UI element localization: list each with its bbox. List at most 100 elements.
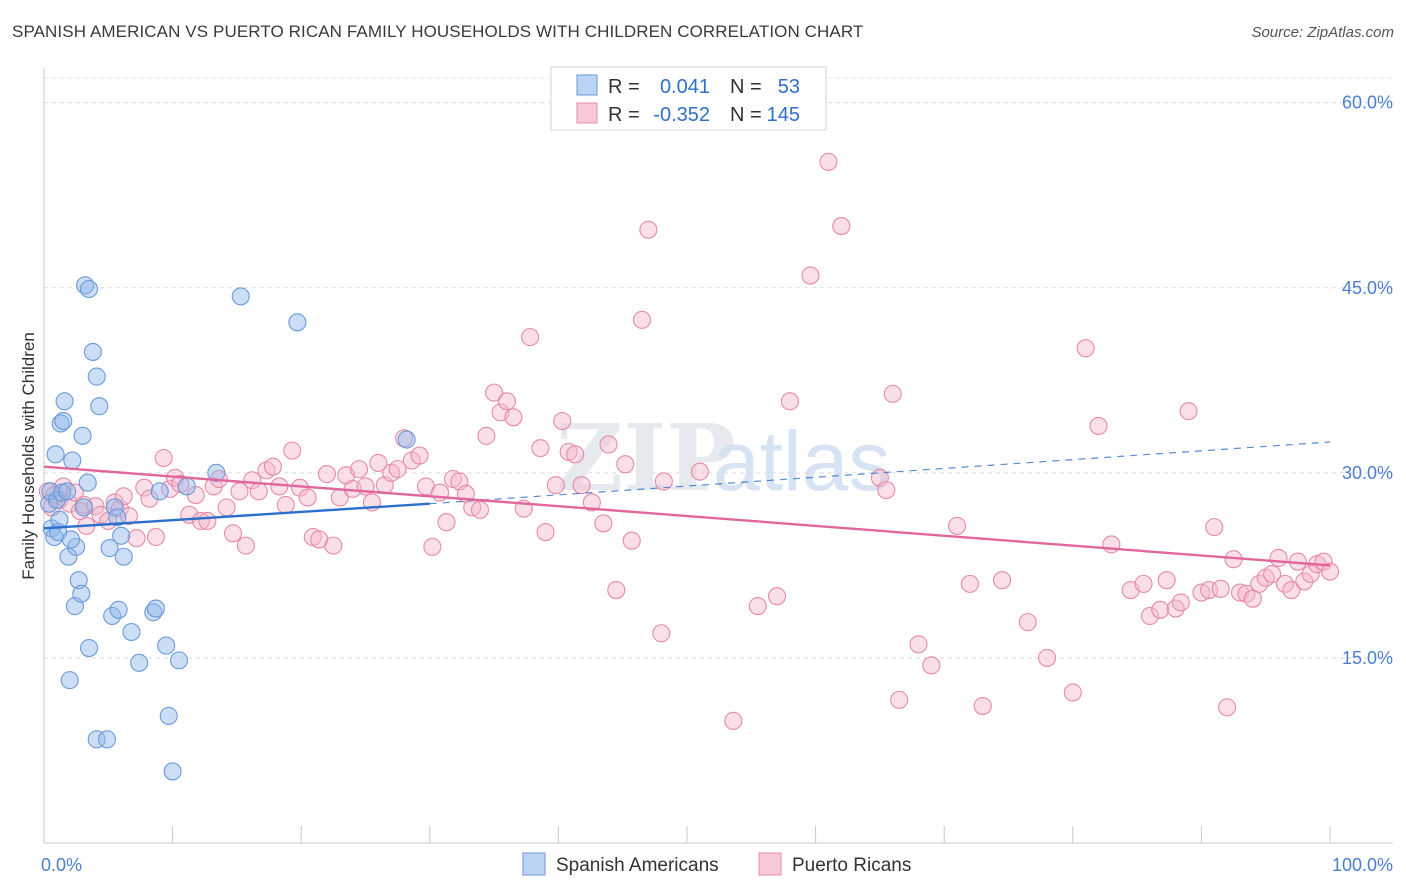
spanish-american-point-43 [159, 706, 178, 725]
puerto-rican-point-140 [1282, 581, 1301, 600]
puerto-rican-point-119 [1134, 574, 1153, 593]
legend-n-label-2: N = [730, 104, 762, 126]
series-legend: Spanish Americans Puerto Ricans [522, 852, 911, 876]
puerto-rican-point-115 [1076, 339, 1095, 358]
bottom-legend-swatch-puerto-ricans [758, 852, 782, 876]
puerto-rican-point-70 [477, 426, 496, 445]
puerto-rican-point-6 [65, 483, 84, 502]
puerto-rican-point-112 [1018, 613, 1037, 632]
tick-labels: 15.0% 30.0% 45.0% 60.0% 0.0% 100.0% [41, 93, 1393, 875]
puerto-rican-point-97 [767, 587, 787, 606]
spanish-american-point-9 [54, 411, 73, 431]
puerto-rican-point-18 [135, 478, 154, 497]
puerto-rican-point-57 [388, 460, 407, 479]
spanish-american-point-4 [46, 445, 65, 464]
puerto-rican-point-86 [599, 435, 618, 454]
spanish-american-point-35 [112, 526, 131, 545]
puerto-rican-point-127 [1200, 581, 1219, 600]
puerto-rican-point-137 [1263, 564, 1282, 584]
spanish-american-point-40 [146, 599, 165, 618]
puerto-rican-point-35 [243, 471, 262, 490]
puerto-rican-point-93 [654, 472, 673, 491]
puerto-rican-point-85 [594, 514, 613, 533]
puerto-rican-point-105 [890, 690, 909, 709]
puerto-rican-point-36 [249, 482, 268, 501]
puerto-rican-point-92 [652, 624, 671, 643]
puerto-rican-point-104 [883, 384, 902, 403]
puerto-rican-point-78 [536, 523, 555, 542]
puerto-rican-point-77 [531, 439, 550, 458]
chart-title: SPANISH AMERICAN VS PUERTO RICAN FAMILY … [12, 22, 864, 41]
puerto-rican-point-88 [616, 455, 635, 474]
series-puerto-ricans [38, 152, 1340, 730]
stats-legend: R = 0.041 N = 53 R = -0.352 N = 145 [550, 66, 827, 131]
puerto-rican-point-62 [423, 537, 442, 556]
spanish-american-point-7 [51, 414, 70, 433]
spanish-american-point-19 [73, 426, 92, 445]
legend-r-value-1: 0.041 [660, 76, 710, 98]
puerto-rican-point-114 [1063, 683, 1082, 702]
puerto-rican-point-34 [236, 536, 255, 555]
puerto-rican-point-16 [119, 506, 138, 526]
watermark: ZIP atlas [556, 404, 890, 512]
spanish-american-point-11 [58, 482, 77, 501]
spanish-american-point-44 [163, 762, 182, 781]
puerto-rican-point-71 [485, 383, 504, 402]
spanish-american-point-29 [97, 730, 117, 749]
spanish-american-point-48 [231, 287, 250, 306]
spanish-american-point-20 [74, 498, 93, 517]
puerto-rican-point-94 [690, 462, 709, 481]
y-tick-label-0: 15.0% [1342, 648, 1393, 668]
legend-n-value-1: 53 [778, 76, 800, 98]
puerto-rican-point-122 [1157, 571, 1176, 590]
spanish-american-point-10 [55, 392, 74, 411]
puerto-rican-point-113 [1038, 648, 1057, 667]
y-tick-label-1: 30.0% [1342, 463, 1393, 483]
puerto-rican-point-142 [1295, 572, 1314, 591]
puerto-rican-point-96 [748, 597, 767, 616]
x-tick-label-0: 0.0% [41, 855, 82, 875]
puerto-rican-point-41 [283, 441, 302, 460]
spanish-american-point-51 [50, 510, 69, 529]
puerto-rican-point-32 [223, 524, 243, 543]
spanish-american-point-14 [63, 451, 82, 470]
puerto-rican-point-99 [801, 266, 820, 285]
puerto-rican-point-89 [622, 531, 641, 550]
puerto-rican-point-98 [780, 392, 799, 411]
spanish-american-point-13 [60, 671, 79, 690]
puerto-rican-point-146 [1320, 562, 1340, 581]
puerto-rican-point-60 [410, 446, 429, 465]
puerto-rican-point-19 [140, 489, 159, 508]
bottom-legend-label-spanish-americans: Spanish Americans [556, 855, 719, 876]
spanish-american-point-37 [122, 622, 141, 642]
puerto-rican-point-91 [639, 220, 658, 239]
puerto-rican-point-87 [607, 581, 626, 600]
spanish-american-point-36 [114, 547, 133, 566]
puerto-rican-point-130 [1218, 698, 1237, 717]
puerto-rican-point-43 [298, 488, 317, 507]
puerto-rican-point-124 [1171, 593, 1190, 612]
chart-source: Source: ZipAtlas.com [1251, 24, 1394, 41]
spanish-american-point-23 [79, 638, 99, 658]
puerto-rican-point-107 [922, 656, 941, 675]
puerto-rican-point-138 [1269, 548, 1288, 568]
spanish-american-point-41 [150, 482, 169, 501]
spanish-american-point-12 [59, 547, 78, 566]
puerto-rican-point-38 [263, 457, 282, 476]
legend-n-label-1: N = [730, 76, 762, 98]
puerto-rican-point-125 [1179, 402, 1198, 421]
puerto-rican-point-82 [566, 445, 585, 464]
puerto-rican-point-27 [191, 511, 210, 531]
puerto-rican-point-129 [1211, 579, 1230, 598]
spanish-american-point-25 [83, 342, 102, 361]
puerto-rican-point-101 [832, 217, 851, 236]
puerto-rican-point-103 [877, 481, 896, 500]
puerto-rican-point-69 [470, 500, 490, 519]
puerto-rican-point-84 [582, 493, 601, 512]
puerto-rican-point-95 [724, 711, 743, 730]
y-axis-label: Family Households with Children [19, 332, 38, 580]
gridlines [44, 77, 1393, 659]
puerto-rican-point-46 [317, 465, 336, 484]
legend-r-label-1: R = [608, 76, 640, 98]
legend-n-value-2: 145 [767, 104, 800, 126]
